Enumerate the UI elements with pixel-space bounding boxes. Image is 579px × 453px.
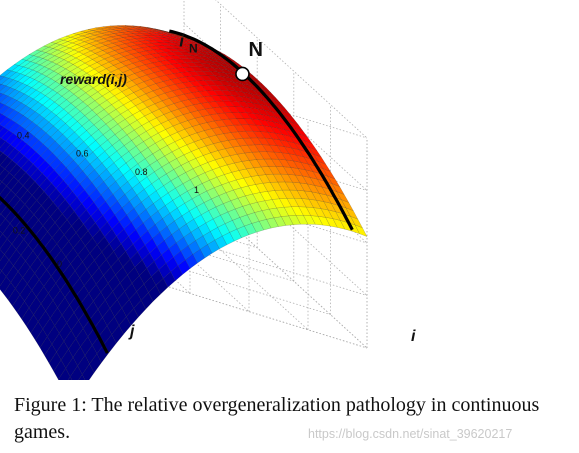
j-axis-label: j: [128, 323, 135, 340]
i-tick-label: 0.8: [135, 167, 148, 177]
i-tick-label: 1: [194, 185, 199, 195]
surface-facet: [176, 34, 189, 40]
grid-line: [71, 204, 368, 296]
surface: [0, 25, 368, 380]
z-axis-title: reward(i,j): [60, 71, 127, 87]
ridge-line-n: [168, 29, 354, 231]
markers: MN: [235, 39, 263, 82]
j-tick-label: 0: [57, 259, 62, 269]
ridge-lines: iMiN: [0, 29, 354, 354]
j-tick-label: 0.2: [13, 226, 26, 236]
ridge-line-m: [0, 195, 109, 354]
i-tick-label: 0.4: [17, 130, 30, 140]
surface-facet: [67, 376, 73, 380]
i-tick-label: 0.6: [76, 149, 89, 159]
marker-n: [235, 66, 250, 82]
grid-line: [215, 0, 368, 139]
watermark-url: https://blog.csdn.net/sinat_39620217: [308, 427, 513, 441]
tick-labels: 2000-200-400-60000.20.40.60.8100.20.40.6…: [13, 130, 199, 269]
grid-line: [183, 180, 368, 349]
figure-caption: Figure 1: The relative overgeneralizatio…: [14, 394, 540, 443]
grid-line: [71, 256, 368, 349]
i-axis-label: i: [411, 328, 416, 345]
surface-plot: iMiN MN 2000-200-400-60000.20.40.60.8100…: [0, 0, 416, 380]
marker-label-n: N: [248, 39, 262, 61]
